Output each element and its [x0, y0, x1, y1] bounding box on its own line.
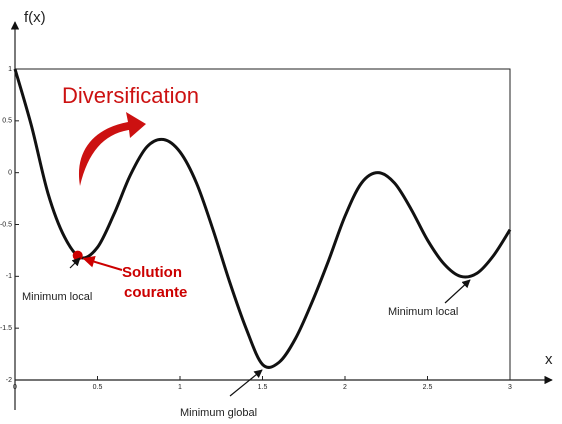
y-tick-label: -0.5: [0, 221, 12, 228]
x-tick-label: 0: [13, 384, 17, 391]
annotation: Minimum local: [388, 306, 458, 318]
y-tick-label: 0.5: [2, 118, 12, 125]
curve: [13, 68, 512, 369]
y-tick-label: 0: [8, 170, 12, 177]
current-label: courante: [124, 284, 187, 301]
current-arrow: [82, 255, 123, 271]
annotation-arrow: [229, 369, 263, 397]
plot-frame: [14, 68, 511, 381]
x-tick-label: 0.5: [93, 384, 103, 391]
current-solution: [72, 250, 83, 261]
x-tick-label: 1: [178, 384, 182, 391]
y-tick-label: -1: [6, 273, 12, 280]
x-tick-label: 1.5: [258, 384, 268, 391]
annotation: Minimum local: [22, 291, 92, 303]
x-tick-label: 2: [343, 384, 347, 391]
y-tick-label: -1.5: [0, 325, 12, 332]
annotation-arrow: [444, 279, 471, 304]
x-tick-label: 3: [508, 384, 512, 391]
diversification-arrow: [78, 112, 146, 186]
current-label: Solution: [122, 264, 182, 281]
annotation-arrow: [69, 257, 81, 269]
x-tick-label: 2.5: [423, 384, 433, 391]
y-tick-label: 1: [8, 66, 12, 73]
y-axis-label: f(x): [24, 9, 46, 26]
x-axis-label: x: [545, 351, 553, 368]
y-tick-label: -2: [6, 377, 12, 384]
heading: Diversification: [62, 83, 199, 108]
annotation: Minimum global: [180, 407, 257, 419]
